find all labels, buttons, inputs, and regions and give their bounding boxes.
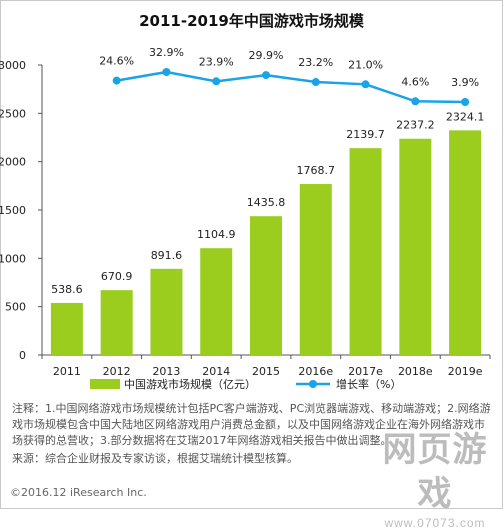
- y-tick-label: 2000: [0, 156, 26, 169]
- bar: [50, 302, 83, 355]
- bar: [100, 290, 133, 355]
- bar: [449, 130, 482, 355]
- y-tick-label: 1000: [0, 252, 26, 265]
- watermark-main: 网页游戏: [382, 430, 488, 514]
- bar-value-label: 2237.2: [396, 119, 435, 132]
- bar: [349, 148, 382, 355]
- growth-value-label: 32.9%: [149, 46, 184, 59]
- bar: [299, 184, 332, 355]
- legend-swatch-point: [309, 380, 317, 388]
- growth-value-label: 23.2%: [298, 56, 333, 69]
- growth-line: [116, 70, 466, 104]
- x-tick-label: 2015: [252, 365, 280, 378]
- y-tick-label: 1500: [0, 204, 26, 217]
- x-tick-label: 2013: [152, 365, 180, 378]
- copyright: ©2016.12 iResearch Inc.: [10, 486, 147, 499]
- growth-value-label: 3.9%: [451, 76, 479, 89]
- bar-value-label: 1104.9: [197, 228, 236, 241]
- growth-point: [162, 68, 171, 76]
- chart-note: 注释：1.中国网络游戏市场规模统计包括PC客户端游戏、PC浏览器端游戏、移动端游…: [12, 402, 491, 447]
- growth-point: [212, 77, 221, 86]
- chart-plot: 0 500 1000 1500 2000 2500 3000 2011 2012 2013 2014…: [0, 46, 491, 391]
- watermark-logo: 网页游戏 www.07073.com: [375, 428, 495, 530]
- bar: [200, 248, 233, 355]
- chart-source: 来源：综合企业财报及专家访谈，根据艾瑞统计模型核算。: [12, 452, 298, 465]
- bar: [150, 268, 183, 355]
- legend-label-bar: 中国游戏市场规模（亿元）: [124, 377, 256, 391]
- x-tick-label: 2017e: [348, 365, 383, 378]
- y-tick-label: 500: [5, 301, 26, 314]
- growth-point: [262, 71, 270, 80]
- growth-point: [461, 98, 470, 106]
- bar-value-label: 891.6: [151, 249, 183, 262]
- bar: [250, 216, 282, 355]
- legend-swatch-bar: [90, 379, 120, 389]
- growth-point: [311, 78, 320, 87]
- y-tick-label: 3000: [0, 59, 26, 72]
- x-tick-label: 2018e: [398, 365, 433, 378]
- watermark-url: www.07073.com: [384, 516, 486, 530]
- bar-value-label: 2324.1: [446, 110, 485, 123]
- growth-value-label: 29.9%: [249, 49, 284, 62]
- x-tick-label: 2019e: [448, 365, 483, 378]
- growth-point: [411, 97, 420, 106]
- growth-value-label: 23.9%: [199, 55, 234, 68]
- x-tick-label: 2014: [202, 365, 230, 378]
- bar-value-label: 538.6: [51, 283, 83, 296]
- chart-title: 2011-2019年中国游戏市场规模: [139, 12, 364, 30]
- growth-point: [361, 80, 370, 89]
- y-tick-label: 2500: [0, 107, 26, 120]
- growth-value-label: 21.0%: [348, 58, 383, 71]
- bar-value-label: 670.9: [101, 270, 133, 283]
- growth-value-label: 24.6%: [99, 55, 134, 68]
- x-tick-label: 2012: [103, 365, 131, 378]
- y-tick-label: 0: [19, 349, 26, 362]
- bar: [399, 138, 432, 355]
- bar-value-label: 1768.7: [297, 164, 336, 177]
- growth-value-label: 4.6%: [401, 75, 429, 88]
- legend-label-line: 增长率（%）: [336, 377, 401, 391]
- bar-value-label: 2139.7: [346, 128, 385, 141]
- x-tick-label: 2011: [53, 365, 81, 378]
- growth-point: [112, 76, 121, 85]
- x-tick-label: 2016e: [298, 365, 333, 378]
- bar-value-label: 1435.8: [247, 196, 286, 209]
